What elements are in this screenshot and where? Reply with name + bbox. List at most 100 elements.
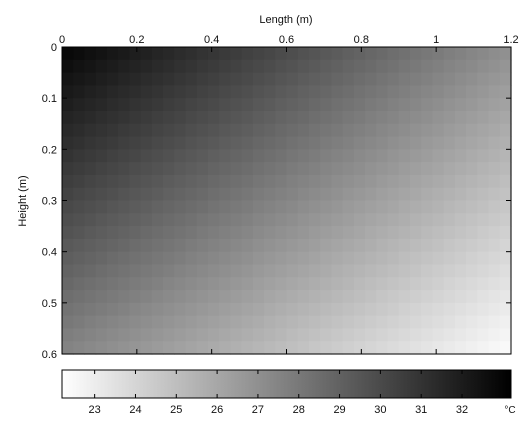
heatmap-cell [286,264,299,278]
heatmap-cell [432,264,445,278]
heatmap-cell [409,328,422,342]
heatmap-cell [477,187,490,202]
heatmap-cell [320,136,332,150]
heatmap-cell [499,174,512,189]
heatmap-cell [95,187,108,202]
heatmap-cell [353,328,366,342]
heatmap-cell [241,315,254,330]
heatmap-cell [499,238,512,253]
colorbar-tick-label: 25 [170,404,182,416]
heatmap-cell [308,162,321,176]
heatmap-cell [421,149,434,163]
heatmap-cell [286,47,299,61]
heatmap-cell [73,149,86,163]
heatmap-cell [365,174,377,189]
heatmap-cell [174,213,187,227]
heatmap-cell [264,238,276,253]
heatmap-cell [118,174,130,189]
heatmap-cell [398,174,411,189]
heatmap-cell [286,315,299,330]
heatmap-cell [84,136,97,150]
heatmap-cell [118,251,130,266]
heatmap-cell [454,85,467,99]
heatmap-cell [73,47,86,61]
heatmap-cell [264,213,276,227]
heatmap-cell [185,187,198,202]
heatmap-cell [95,136,108,150]
heatmap-cell [432,251,445,266]
heatmap-cell [73,290,86,304]
heatmap-cell [454,251,467,266]
heatmap-cell [207,149,220,163]
heatmap-cell [286,277,299,291]
heatmap-cell [264,110,276,125]
heatmap-cell [275,187,288,202]
heatmap-cell [230,47,243,61]
heatmap-cell [196,72,209,86]
heatmap-cell [241,123,254,138]
heatmap-cell [264,251,276,266]
heatmap-cell [84,251,97,266]
heatmap-cell [353,213,366,227]
heatmap-cell [219,85,231,99]
heatmap-cell [320,98,332,112]
x-tick-label: 1.2 [503,34,518,46]
heatmap-cell [219,174,231,189]
heatmap-cell [252,315,265,330]
heatmap-cell [499,290,512,304]
heatmap-cell [163,315,175,330]
heatmap-cell [432,302,445,317]
heatmap-cell [421,264,434,278]
heatmap-cell [286,149,299,163]
heatmap-cell [252,341,265,355]
heatmap-cell [488,59,501,74]
heatmap-cell [499,123,512,138]
heatmap-cell [320,110,332,125]
heatmap-cell [477,162,490,176]
heatmap-cell [219,315,231,330]
heatmap-cell [286,85,299,99]
heatmap-cell [106,290,119,304]
heatmap-cell [454,341,467,355]
heatmap-cell [365,290,377,304]
heatmap-cell [499,72,512,86]
heatmap-cell [499,187,512,202]
heatmap-cell [331,59,344,74]
heatmap-cell [466,174,478,189]
heatmap-cell [432,213,445,227]
heatmap-cell [387,47,400,61]
heatmap-cell [151,174,164,189]
heatmap-cell [84,123,97,138]
heatmap-cell [129,47,142,61]
heatmap-cell [320,315,332,330]
heatmap-cell [353,315,366,330]
heatmap-cell [207,200,220,214]
heatmap-cell [106,187,119,202]
heatmap-cell [376,187,389,202]
heatmap-cell [196,277,209,291]
heatmap-cell [376,226,389,240]
heatmap-cell [376,47,389,61]
heatmap-cell [454,72,467,86]
heatmap-cell [499,302,512,317]
heatmap-cell [432,200,445,214]
heatmap-cell [84,315,97,330]
heatmap-cell [185,200,198,214]
heatmap-cell [140,136,153,150]
heatmap-cell [219,238,231,253]
heatmap-cell [163,98,175,112]
heatmap-cell [185,302,198,317]
heatmap-cell [230,238,243,253]
heatmap-cell [275,290,288,304]
heatmap-cell [196,328,209,342]
heatmap-cell [454,290,467,304]
heatmap-cell [331,238,344,253]
heatmap-cell [230,264,243,278]
heatmap-cell [409,315,422,330]
heatmap-cell [118,162,130,176]
heatmap-cell [466,315,478,330]
heatmap-cell [84,213,97,227]
heatmap-cell [230,174,243,189]
heatmap-cell [488,72,501,86]
heatmap-cell [140,149,153,163]
